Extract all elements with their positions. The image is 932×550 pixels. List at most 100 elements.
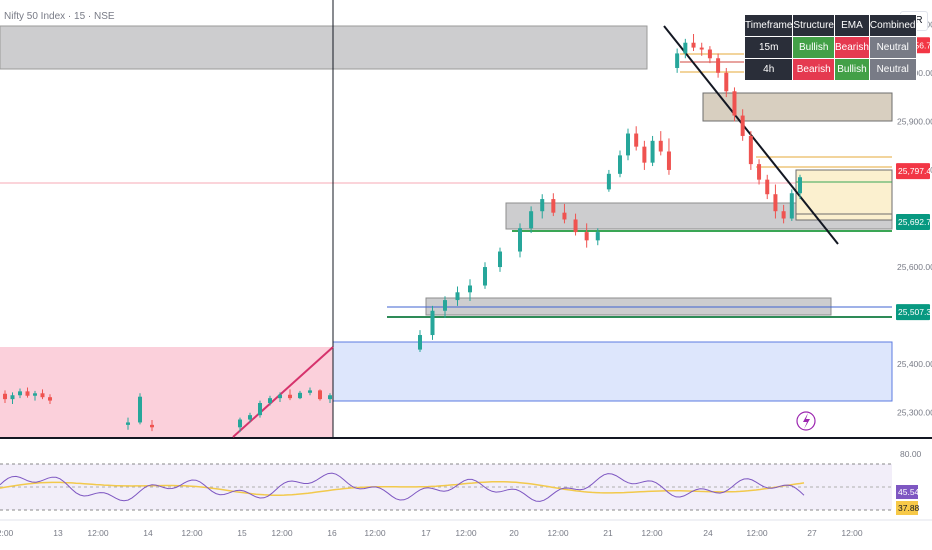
candle-body [683, 42, 688, 54]
price-marker-badge [896, 304, 930, 321]
rsi-marker-label: 45.54 [898, 487, 920, 497]
candle-body [418, 335, 422, 350]
rsi-tick-label: 80.00 [900, 449, 922, 459]
candle-body [732, 91, 737, 116]
table-cell-ema: Bullish [834, 58, 870, 81]
candle-body [455, 292, 460, 301]
candle-body [573, 219, 578, 233]
candle-body [666, 151, 671, 170]
table-cell-structure: Bearish [792, 58, 835, 81]
supply-zone-top [0, 25, 648, 70]
candle-body [298, 392, 302, 399]
time-tick-label: 2:00 [0, 528, 14, 538]
rsi-marker-badge [896, 501, 918, 515]
candle-body [551, 199, 556, 213]
table-header-combined: Combined [868, 14, 917, 37]
candle-body [699, 47, 704, 50]
time-tick-label: 12:00 [364, 528, 386, 538]
time-axis: 2:00 13 12:00 14 12:00 15 12:00 16 12:00 17 12:00 2… [0, 528, 863, 538]
candle-body [584, 232, 589, 241]
price-marker-badge [896, 163, 930, 180]
candle-body [328, 395, 332, 400]
price-tick-label: 25,400.00 [897, 359, 932, 369]
candle-body [10, 395, 15, 400]
candle-body [443, 300, 447, 311]
time-tick-label: 15 [237, 528, 247, 538]
candle-body [642, 146, 647, 163]
time-tick-label: 17 [421, 528, 431, 538]
candle-body [150, 424, 154, 428]
time-tick-label: 20 [509, 528, 519, 538]
candle-body [430, 310, 435, 336]
chart-title: Nifty 50 Index · 15 · NSE [4, 11, 115, 22]
candle-body [483, 267, 487, 286]
candle-body [138, 396, 142, 423]
price-tick-label: 25,300.00 [897, 408, 932, 418]
time-tick-label: 12:00 [87, 528, 109, 538]
table-cell-combined: Neutral [868, 36, 917, 59]
candle-body [773, 194, 778, 212]
candle-body [25, 391, 30, 396]
candle-body [18, 391, 22, 396]
rsi-marker-label: 37.88 [898, 503, 920, 513]
price-marker-label: 25,507.30 [898, 307, 932, 317]
candle-body [707, 49, 712, 59]
time-tick-label: 12:00 [641, 528, 663, 538]
candle-body [33, 393, 37, 396]
candle-body [748, 135, 753, 165]
candle-body [781, 211, 786, 219]
candle-body [691, 42, 696, 48]
price-tick-label: 25,600.00 [897, 262, 932, 272]
table-cell-structure: Bullish [792, 36, 835, 59]
zone-yellow [795, 169, 893, 221]
candle-body [40, 393, 45, 398]
time-tick-label: 14 [143, 528, 153, 538]
price-marker-label: 25,797.45 [898, 166, 932, 176]
table-cell-timeframe: 4h [743, 58, 794, 81]
candle-body [518, 228, 522, 252]
demand-zone-pink [0, 347, 333, 437]
candle-body [724, 72, 729, 92]
candle-body [740, 115, 745, 136]
time-tick-label: 27 [807, 528, 817, 538]
price-marker-badge [896, 214, 930, 231]
table-cell-combined: Neutral [868, 58, 917, 81]
candle-body [626, 133, 630, 156]
candle-body [618, 155, 622, 174]
candle-body [126, 422, 130, 425]
candle-body [562, 212, 567, 220]
time-tick-label: 12:00 [841, 528, 863, 538]
candle-body [468, 285, 472, 293]
trend-table: Timeframe Structure EMA Combined 15m Bul… [743, 14, 917, 81]
time-tick-label: 13 [53, 528, 63, 538]
time-tick-label: 24 [703, 528, 713, 538]
table-header-ema: EMA [834, 14, 870, 37]
table-cell-timeframe: 15m [743, 36, 794, 59]
price-marker-label: 25,692.75 [898, 217, 932, 227]
candle-body [658, 140, 663, 152]
candle-body [765, 179, 770, 195]
candle-body [595, 232, 600, 241]
candle-body [606, 173, 611, 190]
candle-body [308, 390, 312, 393]
time-tick-label: 12:00 [547, 528, 569, 538]
table-cell-ema: Bearish [834, 36, 870, 59]
time-tick-label: 21 [603, 528, 613, 538]
candle-body [675, 53, 680, 68]
zone-upper-right [702, 92, 893, 122]
time-tick-label: 16 [327, 528, 337, 538]
lightning-icon[interactable] [796, 411, 816, 431]
candle-body [540, 199, 545, 212]
table-header-timeframe: Timeframe [743, 14, 794, 37]
candle-body [268, 398, 272, 404]
candle-body [634, 133, 639, 147]
candle-body [318, 390, 322, 400]
candle-body [3, 393, 7, 400]
time-tick-label: 12:00 [455, 528, 477, 538]
candle-body [248, 415, 252, 420]
candle-body [798, 177, 802, 194]
price-axis[interactable] [892, 0, 932, 550]
candle-body [288, 394, 292, 399]
price-tick-label: 25,900.00 [897, 116, 932, 126]
